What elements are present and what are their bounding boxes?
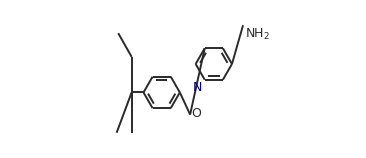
Text: N: N [193,81,202,94]
Text: O: O [191,107,201,120]
Text: NH$_2$: NH$_2$ [244,27,270,42]
